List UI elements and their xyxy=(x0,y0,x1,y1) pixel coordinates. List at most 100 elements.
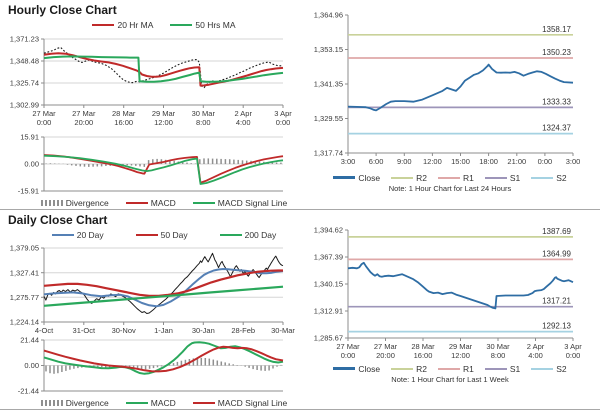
svg-text:4:00: 4:00 xyxy=(236,118,251,127)
daily-section: Daily Close Chart 20 Day 50 Day 200 Day 1,… xyxy=(0,210,600,409)
hourly-left-panel: Hourly Close Chart 20 Hr MA 50 Hrs MA 1,3… xyxy=(0,0,300,209)
legend-item-close: Close xyxy=(333,364,380,374)
series-macd-signal-line xyxy=(43,345,284,373)
svg-text:1,302.99: 1,302.99 xyxy=(10,101,39,110)
series-50-day xyxy=(43,269,283,297)
svg-text:1,353.15: 1,353.15 xyxy=(314,45,343,54)
svg-text:31-Oct: 31-Oct xyxy=(73,326,96,335)
svg-text:0:00: 0:00 xyxy=(566,351,581,360)
svg-text:28-Feb: 28-Feb xyxy=(231,326,255,335)
svg-text:-21.44: -21.44 xyxy=(18,387,39,395)
svg-text:16:00: 16:00 xyxy=(414,351,433,360)
legend-label: S2 xyxy=(556,363,567,374)
legend-label: Divergence xyxy=(65,197,109,208)
legend-label: MACD Signal Line xyxy=(217,397,288,408)
axes: 15.91 0.00 -15.91 xyxy=(18,133,283,195)
legend-label: 20 Hr MA xyxy=(117,19,154,30)
svg-text:1358.17: 1358.17 xyxy=(542,25,571,34)
svg-text:2 Apr: 2 Apr xyxy=(234,109,252,118)
series-20-hr-ma xyxy=(43,52,284,87)
svg-text:0:00: 0:00 xyxy=(538,157,553,166)
series-50-hrs-ma xyxy=(43,55,284,83)
legend-label: 50 Day xyxy=(160,229,188,240)
svg-text:15:00: 15:00 xyxy=(451,157,470,166)
legend-label: 20 Day xyxy=(76,229,104,240)
axes: 1,364.96 1,353.15 1,341.35 1,329.55 1,317.74… xyxy=(314,11,581,166)
svg-text:1,371.23: 1,371.23 xyxy=(10,35,39,44)
svg-text:1333.33: 1333.33 xyxy=(542,97,571,106)
line-swatch-icon xyxy=(531,367,554,370)
line-swatch-icon xyxy=(437,367,460,370)
line-swatch-icon xyxy=(135,233,158,236)
legend-item-r2: R2 xyxy=(391,173,427,183)
svg-text:28 Mar: 28 Mar xyxy=(112,109,136,118)
legend-item-close: Close xyxy=(333,173,380,183)
hourly-macd-legend: Divergence MACD MACD Signal Line xyxy=(0,196,300,209)
axes: 21.44 0.00 -21.44 xyxy=(18,336,283,395)
svg-text:27 Mar: 27 Mar xyxy=(72,109,96,118)
series-close xyxy=(347,63,574,112)
svg-text:27 Mar: 27 Mar xyxy=(374,342,398,351)
svg-text:3:00: 3:00 xyxy=(341,157,356,166)
line-swatch-icon xyxy=(333,176,356,179)
legend-item-s1: S1 xyxy=(484,173,520,183)
legend-label: S2 xyxy=(556,172,567,183)
series-macd xyxy=(43,341,284,375)
line-swatch-icon xyxy=(484,176,507,179)
svg-text:15.91: 15.91 xyxy=(20,133,39,142)
svg-text:1317.21: 1317.21 xyxy=(542,297,571,306)
line-swatch-icon xyxy=(51,233,74,236)
hourly-chart-title: Hourly Close Chart xyxy=(8,3,117,17)
hourly-ma-legend: 20 Hr MA 50 Hrs MA xyxy=(0,18,300,31)
svg-text:27 Mar: 27 Mar xyxy=(336,342,360,351)
svg-text:1,348.48: 1,348.48 xyxy=(10,57,39,66)
series-200-day xyxy=(43,285,284,307)
daily-macd-legend: Divergence MACD MACD Signal Line xyxy=(0,396,300,409)
line-swatch-icon xyxy=(92,23,115,26)
series-macd-signal-line xyxy=(43,154,284,185)
svg-text:2 Apr: 2 Apr xyxy=(527,342,545,351)
svg-text:8:00: 8:00 xyxy=(491,351,506,360)
svg-text:0:00: 0:00 xyxy=(37,118,52,127)
line-swatch-icon xyxy=(333,367,356,370)
legend-item-r2: R2 xyxy=(391,364,427,374)
daily-macd-chart: 21.44 0.00 -21.44 xyxy=(18,336,284,395)
legend-item-200-day: 200 Day xyxy=(219,230,276,240)
legend-label: Close xyxy=(358,363,381,374)
svg-text:30-Jan: 30-Jan xyxy=(192,326,215,335)
svg-text:6:00: 6:00 xyxy=(369,157,384,166)
svg-text:1,327.41: 1,327.41 xyxy=(10,268,39,277)
gridlines xyxy=(44,339,283,366)
svg-text:3 Apr: 3 Apr xyxy=(274,109,292,118)
svg-text:1364.99: 1364.99 xyxy=(542,249,571,258)
legend-item-s1: S1 xyxy=(484,364,520,374)
svg-text:9:00: 9:00 xyxy=(397,157,412,166)
weekly-sr-panel: 1,394.62 1,367.39 1,340.15 1,312.91 1,285.67… xyxy=(300,210,600,409)
svg-text:3:00: 3:00 xyxy=(566,157,581,166)
gridlines xyxy=(44,136,283,165)
svg-text:21.44: 21.44 xyxy=(20,336,39,345)
bars-swatch-icon xyxy=(40,199,63,206)
svg-text:4-Oct: 4-Oct xyxy=(35,326,54,335)
svg-text:1-Jan: 1-Jan xyxy=(154,326,173,335)
legend-label: MACD Signal Line xyxy=(217,197,288,208)
svg-text:21:00: 21:00 xyxy=(507,157,526,166)
svg-text:-15.91: -15.91 xyxy=(18,187,39,195)
svg-text:1,364.96: 1,364.96 xyxy=(314,11,343,20)
svg-text:1324.37: 1324.37 xyxy=(542,124,571,133)
hline-r1: 1350.23 xyxy=(348,48,573,59)
svg-text:1,367.39: 1,367.39 xyxy=(314,253,343,262)
svg-text:1292.13: 1292.13 xyxy=(542,322,571,331)
series-macd xyxy=(43,154,284,184)
svg-text:1350.23: 1350.23 xyxy=(542,48,571,57)
svg-text:18:00: 18:00 xyxy=(479,157,498,166)
legend-item-macd: MACD xyxy=(125,198,176,208)
section-divider xyxy=(0,209,600,210)
svg-text:0.00: 0.00 xyxy=(24,361,39,370)
weekly-sr-note: Note: 1 Hour Chart for Last 1 Week xyxy=(391,375,509,384)
hline-s1: 1317.21 xyxy=(348,297,573,308)
line-swatch-icon xyxy=(219,233,242,236)
legend-item-20-hr-ma: 20 Hr MA xyxy=(92,20,153,30)
